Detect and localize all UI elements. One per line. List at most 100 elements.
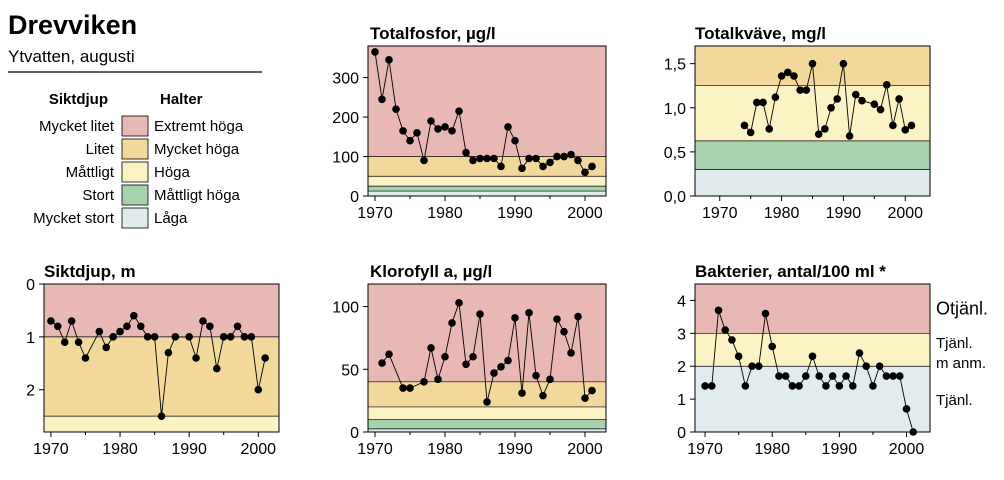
data-point — [845, 132, 854, 140]
data-point — [47, 317, 55, 325]
data-point — [532, 371, 540, 380]
data-point — [882, 81, 891, 89]
data-point — [901, 126, 910, 134]
data-point — [226, 333, 235, 341]
class-band — [368, 406, 606, 420]
data-point — [781, 372, 790, 380]
x-tick-label: 1990 — [171, 441, 207, 458]
data-point — [476, 154, 484, 163]
y-tick-label: 100 — [332, 150, 359, 167]
x-tick-label: 1970 — [33, 441, 69, 458]
page-subtitle: Ytvatten, augusti — [8, 47, 135, 66]
data-point — [490, 154, 498, 163]
x-tick-label: 1980 — [754, 441, 790, 458]
data-point — [441, 123, 449, 131]
data-point — [504, 123, 512, 131]
class-band — [695, 169, 930, 196]
data-point — [814, 130, 823, 139]
data-point — [771, 93, 780, 101]
data-point — [406, 136, 414, 145]
y-tick-label: 1,0 — [664, 101, 686, 118]
chart-title: Bakterier, antal/100 ml * — [695, 262, 886, 281]
data-point — [420, 378, 428, 386]
legend-left-4: Mycket stort — [33, 210, 115, 227]
data-point — [768, 342, 777, 351]
data-point — [753, 98, 761, 107]
data-point — [164, 348, 173, 357]
y-tick-label: 100 — [332, 300, 359, 317]
x-tick-label: 1980 — [427, 441, 463, 458]
data-point — [909, 428, 918, 436]
data-point — [434, 125, 442, 133]
data-point — [427, 344, 435, 352]
data-point — [822, 382, 830, 390]
data-point — [882, 372, 891, 380]
data-point — [504, 356, 512, 365]
data-point — [469, 352, 477, 361]
y-tick-label: 3 — [677, 326, 686, 343]
x-tick-label: 1980 — [102, 441, 138, 458]
data-point — [869, 382, 877, 390]
data-point — [581, 394, 589, 402]
y-tick-label: 200 — [332, 110, 359, 127]
y-tick-label: 0 — [350, 425, 359, 442]
band-label: Tjänl. — [936, 335, 973, 352]
data-point — [553, 315, 561, 323]
data-point — [714, 306, 723, 315]
legend: Siktdjup Halter Mycket litet Extremt hög… — [33, 91, 244, 229]
data-point — [233, 322, 242, 331]
class-band — [44, 284, 279, 337]
data-point — [539, 391, 547, 400]
plot-frame — [367, 283, 607, 433]
data-point — [385, 350, 393, 359]
legend-left-0: Mycket litet — [39, 118, 115, 135]
data-point — [546, 375, 554, 384]
data-point — [842, 372, 850, 380]
y-tick-label: 1 — [26, 330, 35, 347]
data-point — [588, 386, 596, 395]
data-point — [761, 309, 770, 318]
data-point — [109, 333, 117, 341]
x-tick-label: 1990 — [497, 441, 533, 458]
data-point — [808, 352, 817, 361]
x-tick-label: 1990 — [497, 205, 533, 222]
data-point — [567, 150, 575, 159]
data-point — [777, 72, 786, 80]
data-point — [95, 327, 104, 336]
data-point — [567, 349, 575, 357]
class-band — [695, 85, 930, 141]
data-point — [511, 314, 519, 322]
class-band — [368, 428, 606, 432]
legend-left-2: Måttligt — [66, 164, 115, 181]
data-point — [788, 382, 797, 390]
data-point — [532, 154, 540, 163]
data-point — [518, 164, 526, 173]
data-point — [539, 162, 547, 171]
legend-right-4: Låga — [154, 210, 188, 227]
x-tick-label: 1970 — [357, 441, 393, 458]
data-point — [795, 382, 803, 390]
data-point — [420, 156, 428, 165]
legend-swatch-extremt — [121, 115, 149, 137]
data-point — [199, 317, 207, 325]
x-tick-label: 2000 — [240, 441, 276, 458]
data-point — [378, 359, 386, 367]
data-point — [385, 56, 393, 64]
data-point — [378, 95, 386, 104]
class-band — [44, 336, 279, 417]
data-point — [525, 154, 533, 163]
class-band — [368, 46, 606, 157]
chart-bakterier: Bakterier, antal/100 ml * 1970 1980 1990 200… — [677, 262, 988, 458]
data-point — [371, 48, 379, 56]
data-point — [889, 372, 897, 380]
data-point — [497, 362, 505, 371]
data-point — [476, 310, 484, 318]
data-point — [136, 322, 145, 331]
y-tick-label: 0,5 — [664, 145, 686, 162]
legend-right-2: Höga — [154, 164, 191, 181]
data-point — [240, 333, 249, 341]
data-point — [862, 362, 871, 371]
y-tick-label: 0 — [26, 277, 35, 294]
class-band — [368, 186, 606, 192]
